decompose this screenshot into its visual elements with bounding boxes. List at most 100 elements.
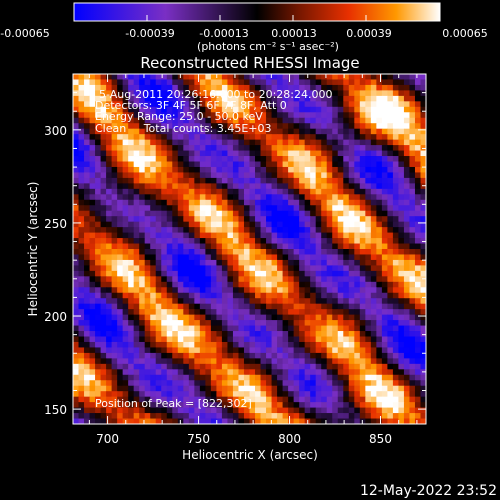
heatmap-cell bbox=[133, 281, 140, 288]
heatmap-cell bbox=[210, 331, 217, 337]
heatmap-cell bbox=[326, 314, 333, 321]
heatmap-cell bbox=[266, 188, 272, 195]
heatmap-cell bbox=[95, 161, 101, 168]
heatmap-cell bbox=[299, 199, 306, 206]
heatmap-cell bbox=[420, 227, 426, 233]
heatmap-cell bbox=[365, 358, 372, 365]
heatmap-cell bbox=[183, 413, 190, 419]
heatmap-cell bbox=[238, 172, 245, 179]
heatmap-cell bbox=[84, 369, 90, 376]
heatmap-cell bbox=[321, 314, 328, 321]
heatmap-cell bbox=[183, 145, 190, 151]
heatmap-cell bbox=[420, 221, 426, 228]
heatmap-cell bbox=[194, 385, 201, 392]
heatmap-cell bbox=[232, 374, 239, 381]
heatmap-cell bbox=[359, 385, 366, 392]
heatmap-cell bbox=[387, 331, 394, 337]
heatmap-cell bbox=[359, 369, 366, 376]
heatmap-cell bbox=[117, 341, 124, 348]
heatmap-cell bbox=[260, 391, 267, 398]
heatmap-cell bbox=[161, 292, 168, 299]
heatmap-cell bbox=[288, 117, 295, 124]
heatmap-cell bbox=[155, 128, 162, 135]
heatmap-cell bbox=[232, 325, 239, 332]
heatmap-cell bbox=[221, 194, 228, 201]
heatmap-cell bbox=[188, 243, 195, 250]
heatmap-cell bbox=[227, 325, 234, 332]
heatmap-cell bbox=[100, 385, 107, 392]
heatmap-cell bbox=[243, 254, 250, 261]
heatmap-cell bbox=[183, 352, 190, 359]
heatmap-cell bbox=[89, 232, 96, 239]
heatmap-cell bbox=[326, 254, 333, 261]
heatmap-cell bbox=[343, 95, 350, 102]
heatmap-cell bbox=[133, 210, 140, 217]
heatmap-cell bbox=[249, 309, 256, 316]
heatmap-cell bbox=[106, 221, 113, 228]
heatmap-cell bbox=[299, 385, 306, 392]
heatmap-cell bbox=[210, 79, 217, 86]
heatmap-cell bbox=[172, 320, 179, 326]
heatmap-cell bbox=[392, 128, 399, 135]
heatmap-cell bbox=[221, 227, 228, 233]
heatmap-cell bbox=[194, 112, 201, 119]
heatmap-cell bbox=[420, 216, 426, 223]
heatmap-cell bbox=[348, 221, 355, 228]
heatmap-cell bbox=[249, 385, 256, 392]
heatmap-cell bbox=[282, 227, 289, 233]
heatmap-cell bbox=[343, 216, 350, 223]
heatmap-cell bbox=[387, 74, 394, 80]
heatmap-cell bbox=[177, 216, 184, 223]
heatmap-cell bbox=[117, 276, 124, 283]
heatmap-cell bbox=[337, 325, 344, 332]
heatmap-cell bbox=[177, 188, 184, 195]
heatmap-cell bbox=[155, 172, 162, 179]
heatmap-cell bbox=[293, 265, 300, 272]
heatmap-cell bbox=[403, 134, 410, 141]
heatmap-cell bbox=[310, 303, 317, 310]
heatmap-cell bbox=[232, 177, 239, 184]
heatmap-cell bbox=[139, 352, 146, 359]
heatmap-cell bbox=[409, 249, 416, 255]
heatmap-cell bbox=[199, 227, 206, 233]
heatmap-cell bbox=[194, 84, 201, 91]
heatmap-cell bbox=[78, 227, 85, 233]
heatmap-cell bbox=[376, 352, 383, 359]
heatmap-cell bbox=[282, 150, 289, 157]
heatmap-cell bbox=[414, 287, 421, 294]
heatmap-cell bbox=[84, 418, 90, 424]
heatmap-cell bbox=[321, 303, 328, 310]
heatmap-cell bbox=[183, 314, 190, 321]
heatmap-cell bbox=[210, 374, 217, 381]
heatmap-cell bbox=[100, 374, 107, 381]
heatmap-cell bbox=[227, 95, 234, 102]
heatmap-cell bbox=[216, 374, 223, 381]
heatmap-cell bbox=[73, 385, 79, 392]
heatmap-cell bbox=[332, 161, 339, 168]
heatmap-cell bbox=[210, 341, 217, 348]
heatmap-cell bbox=[348, 249, 355, 255]
heatmap-cell bbox=[288, 298, 295, 305]
heatmap-cell bbox=[100, 188, 107, 195]
heatmap-cell bbox=[117, 177, 124, 184]
heatmap-cell bbox=[100, 139, 107, 146]
heatmap-cell bbox=[183, 139, 190, 146]
heatmap-cell bbox=[243, 276, 250, 283]
heatmap-cell bbox=[293, 402, 300, 408]
heatmap-cell bbox=[343, 276, 350, 283]
heatmap-cell bbox=[78, 106, 85, 113]
heatmap-cell bbox=[271, 341, 278, 348]
heatmap-cell bbox=[122, 407, 129, 414]
heatmap-cell bbox=[293, 270, 300, 277]
heatmap-cell bbox=[376, 156, 383, 162]
heatmap-cell bbox=[216, 281, 223, 288]
heatmap-cell bbox=[414, 106, 421, 113]
heatmap-cell bbox=[216, 347, 223, 354]
heatmap-cell bbox=[398, 391, 405, 398]
heatmap-cell bbox=[199, 352, 206, 359]
heatmap-cell bbox=[210, 281, 217, 288]
heatmap-cell bbox=[161, 183, 168, 190]
heatmap-cell bbox=[106, 336, 113, 343]
heatmap-cell bbox=[370, 145, 377, 151]
heatmap-cell bbox=[89, 254, 96, 261]
